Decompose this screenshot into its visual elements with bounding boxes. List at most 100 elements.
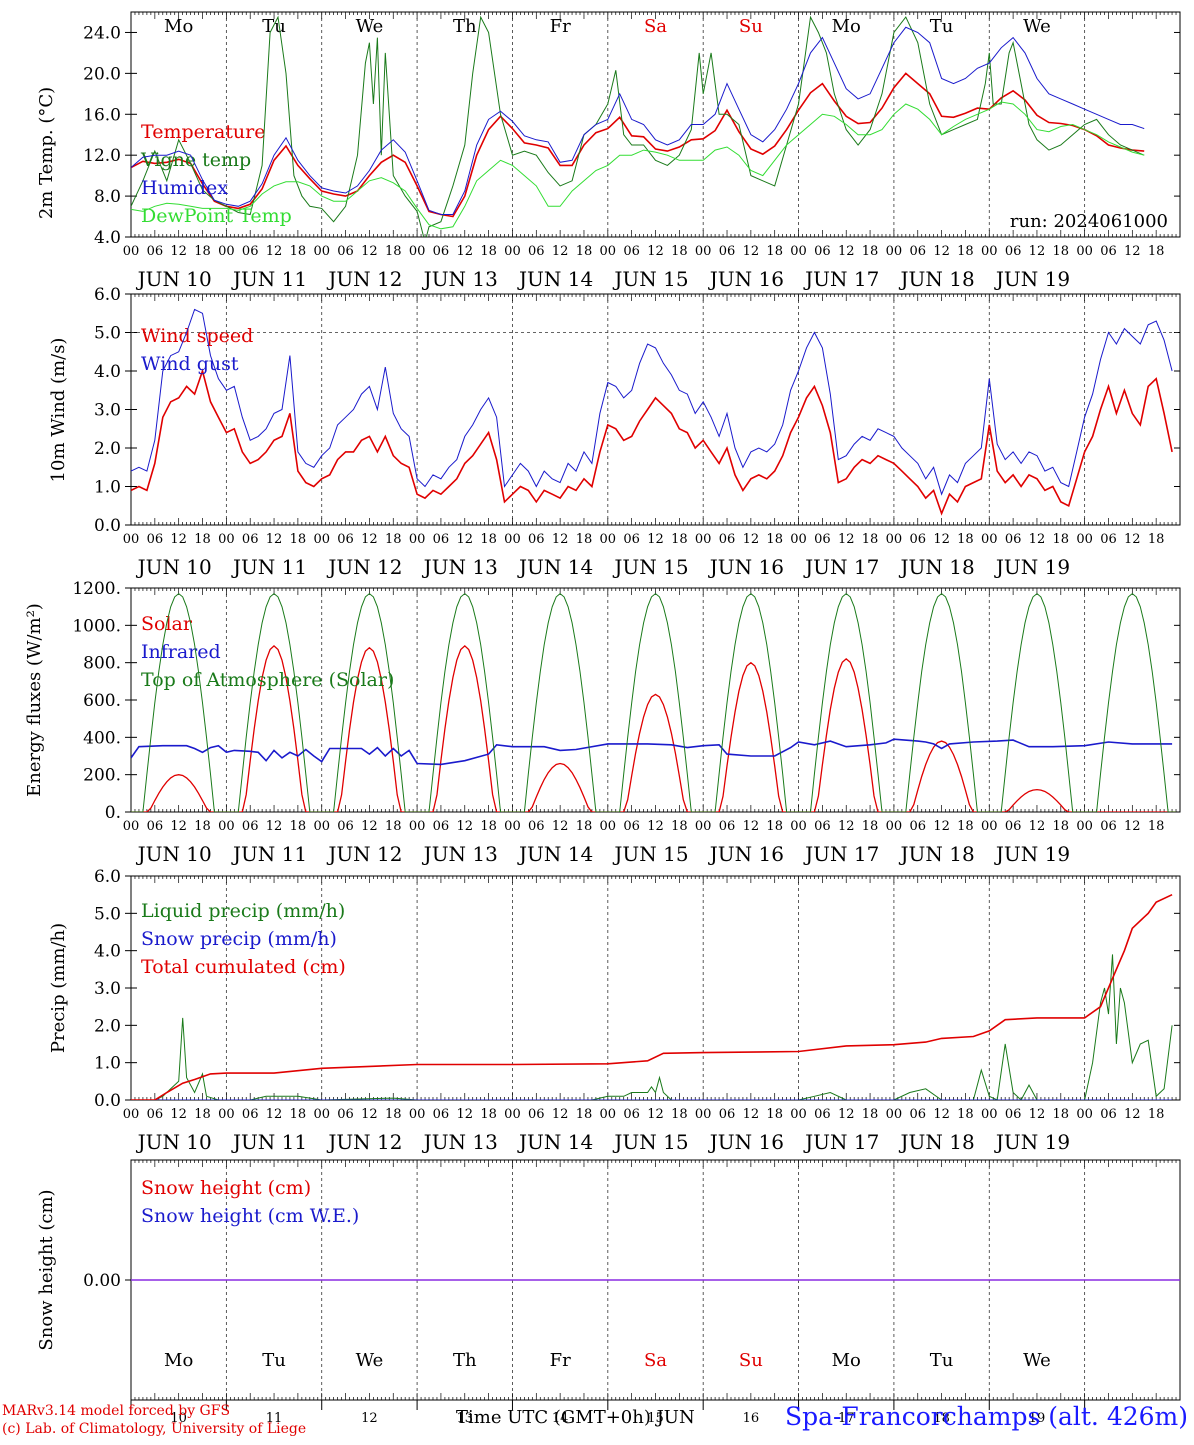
y-tick-label: 1000. bbox=[72, 616, 121, 636]
y-tick-label: 0.0 bbox=[94, 1091, 121, 1111]
day-label: JUN 19 bbox=[994, 842, 1070, 866]
hour-tick-label: 06 bbox=[909, 819, 926, 834]
hour-tick-label: 12 bbox=[933, 819, 950, 834]
y-tick-label: 1200. bbox=[72, 579, 121, 599]
legend-entry: Vigne temp bbox=[140, 149, 251, 171]
hour-tick-label: 18 bbox=[766, 244, 783, 259]
day-label: JUN 16 bbox=[708, 842, 784, 866]
hour-tick-label: 00 bbox=[1076, 244, 1093, 259]
series-line-wind-speed bbox=[131, 368, 1173, 516]
weekday-label: Tu bbox=[262, 1350, 286, 1371]
day-label: JUN 12 bbox=[326, 842, 402, 866]
day-label: JUN 19 bbox=[994, 1130, 1070, 1154]
hour-tick-label: 06 bbox=[719, 244, 736, 259]
day-label: JUN 13 bbox=[422, 842, 498, 866]
hour-tick-label: 00 bbox=[981, 244, 998, 259]
hour-tick-label: 00 bbox=[790, 1107, 807, 1122]
hour-tick-label: 00 bbox=[886, 819, 903, 834]
hour-tick-label: 00 bbox=[790, 244, 807, 259]
y-tick-label: 5.0 bbox=[94, 324, 121, 344]
y-tick-label: 0.00 bbox=[83, 1271, 121, 1291]
series-line-temperature bbox=[131, 72, 1145, 218]
series-line-total-cumulated-cm- bbox=[131, 893, 1173, 1100]
y-tick-label: 400. bbox=[83, 728, 121, 748]
hour-tick-label: 18 bbox=[576, 244, 593, 259]
day-label: JUN 15 bbox=[612, 555, 688, 579]
hour-tick-label: 12 bbox=[838, 819, 855, 834]
y-axis-label: Energy fluxes (W/m²) bbox=[24, 603, 45, 797]
hour-tick-label: 12 bbox=[933, 244, 950, 259]
hour-tick-label: 12 bbox=[456, 244, 473, 259]
hour-tick-label: 00 bbox=[504, 819, 521, 834]
day-label: JUN 10 bbox=[136, 1130, 212, 1154]
legend-entry: Infrared bbox=[141, 641, 221, 663]
hour-tick-label: 00 bbox=[504, 244, 521, 259]
hour-tick-label: 18 bbox=[862, 819, 879, 834]
day-label: JUN 11 bbox=[231, 555, 307, 579]
hour-tick-label: 06 bbox=[814, 819, 831, 834]
hour-tick-label: 18 bbox=[1148, 244, 1165, 259]
hour-tick-label: 12 bbox=[647, 244, 664, 259]
hour-tick-label: 00 bbox=[123, 1107, 140, 1122]
y-tick-label: 4.0 bbox=[94, 362, 121, 382]
hour-tick-label: 18 bbox=[1053, 532, 1070, 547]
y-axis-label: 2m Temp. (°C) bbox=[36, 87, 57, 219]
hour-tick-label: 00 bbox=[409, 532, 426, 547]
hour-tick-label: 18 bbox=[957, 1107, 974, 1122]
day-label: JUN 10 bbox=[136, 842, 212, 866]
hour-tick-label: 18 bbox=[480, 244, 497, 259]
day-label: JUN 12 bbox=[326, 555, 402, 579]
hour-tick-label: 18 bbox=[1053, 1107, 1070, 1122]
series-line-infrared bbox=[131, 738, 1173, 766]
hour-tick-label: 12 bbox=[361, 532, 378, 547]
hour-tick-label: 00 bbox=[600, 819, 617, 834]
hour-tick-label: 06 bbox=[814, 244, 831, 259]
hour-tick-label: 00 bbox=[409, 819, 426, 834]
y-tick-label: 2.0 bbox=[94, 439, 121, 459]
hour-tick-label: 00 bbox=[695, 1107, 712, 1122]
plot-frame bbox=[130, 11, 1181, 238]
weekday-label: Fr bbox=[550, 1350, 571, 1371]
hour-tick-label: 12 bbox=[456, 1107, 473, 1122]
hour-tick-label: 12 bbox=[552, 819, 569, 834]
weekday-label: We bbox=[356, 16, 384, 37]
legend-entry: Temperature bbox=[141, 121, 265, 143]
legend-entry: Wind speed bbox=[141, 325, 253, 347]
hour-tick-label: 12 bbox=[361, 1107, 378, 1122]
hour-tick-label: 00 bbox=[218, 819, 235, 834]
hour-tick-label: 06 bbox=[623, 532, 640, 547]
hour-tick-label: 06 bbox=[719, 819, 736, 834]
hour-tick-label: 12 bbox=[743, 819, 760, 834]
hour-tick-label: 06 bbox=[719, 1107, 736, 1122]
weekday-label: Th bbox=[453, 16, 477, 37]
hour-tick-label: 12 bbox=[266, 819, 283, 834]
series-line-liquid-precip-mm-h- bbox=[131, 954, 1173, 1100]
hour-tick-label: 06 bbox=[433, 1107, 450, 1122]
hour-tick-label: 00 bbox=[313, 532, 330, 547]
hour-tick-label: 00 bbox=[313, 244, 330, 259]
y-tick-label: 200. bbox=[83, 766, 121, 786]
day-label: JUN 18 bbox=[898, 267, 974, 291]
series-line-dewpoint-temp bbox=[131, 101, 1145, 230]
day-label: JUN 14 bbox=[517, 555, 593, 579]
hour-tick-label: 00 bbox=[409, 244, 426, 259]
day-label: JUN 13 bbox=[422, 555, 498, 579]
weekday-label: Su bbox=[739, 16, 763, 37]
day-label: JUN 16 bbox=[708, 555, 784, 579]
day-number-label: 13 bbox=[456, 1411, 473, 1426]
day-label: JUN 18 bbox=[898, 555, 974, 579]
panel-2: 0.0 1.0 2.0 3.0 4.0 5.0 6.0 10m Wind (m/s) 00 06 1… bbox=[48, 285, 1181, 579]
hour-tick-label: 00 bbox=[123, 244, 140, 259]
weekday-label: We bbox=[1023, 16, 1051, 37]
hour-tick-label: 06 bbox=[433, 244, 450, 259]
hour-tick-label: 12 bbox=[1124, 532, 1141, 547]
hour-tick-label: 06 bbox=[147, 244, 164, 259]
day-label: JUN 14 bbox=[517, 1130, 593, 1154]
day-label: JUN 18 bbox=[898, 1130, 974, 1154]
day-number-label: 10 bbox=[170, 1411, 187, 1426]
day-label: JUN 10 bbox=[136, 555, 212, 579]
hour-tick-label: 00 bbox=[313, 819, 330, 834]
hour-tick-label: 12 bbox=[552, 1107, 569, 1122]
hour-tick-label: 18 bbox=[290, 244, 307, 259]
hour-tick-label: 12 bbox=[266, 244, 283, 259]
